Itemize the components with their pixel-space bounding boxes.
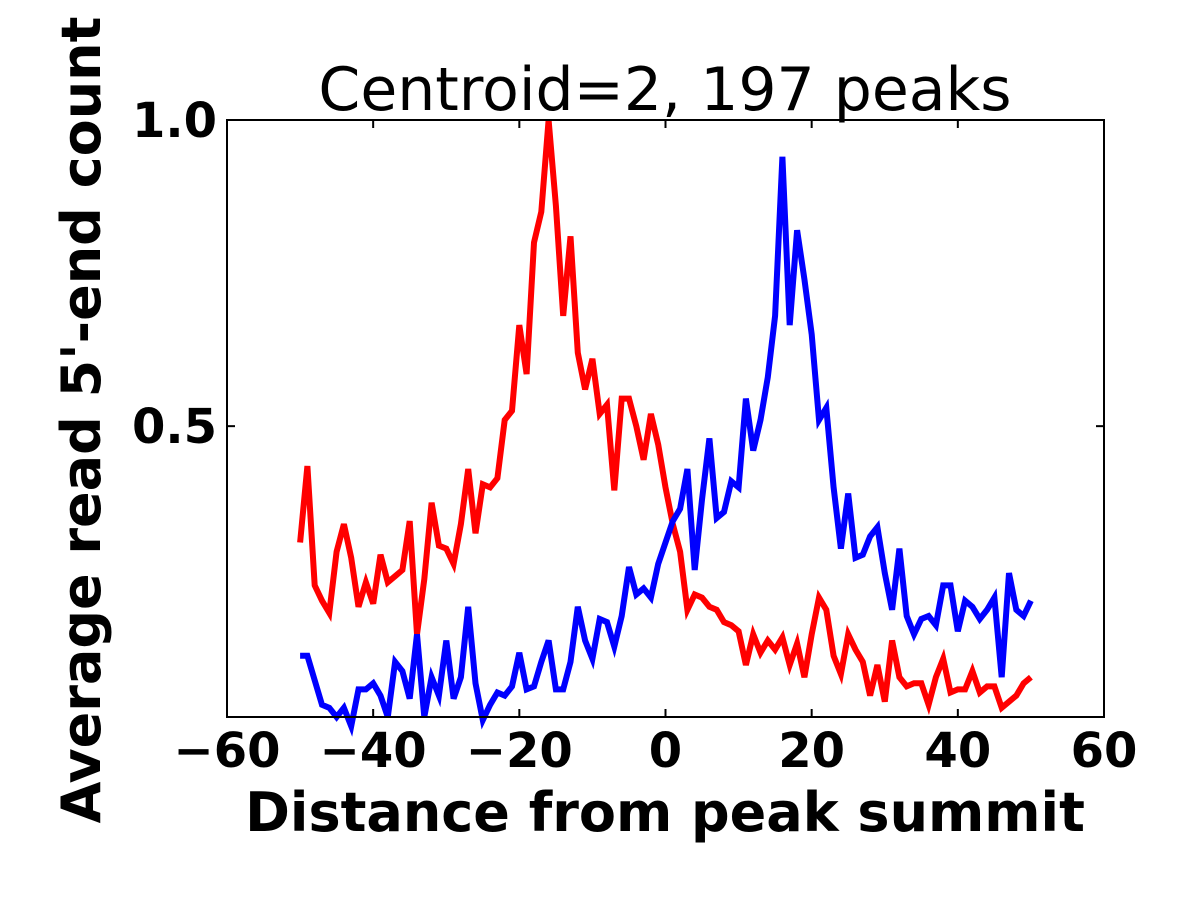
x-tick-label: 20 <box>778 723 845 779</box>
x-tick-label: 60 <box>1071 723 1138 779</box>
x-tick-label: −20 <box>466 723 573 779</box>
x-axis: −60 −40 −20 0 20 40 60 <box>173 120 1137 779</box>
x-tick-label: 40 <box>924 723 991 779</box>
series-line-blue <box>300 156 1034 737</box>
x-tick-label: −60 <box>173 723 280 779</box>
y-axis-label: Average read 5'-end count <box>50 17 113 824</box>
y-axis: 0.5 1.0 <box>132 93 1104 455</box>
series-line-red <box>297 119 1033 716</box>
x-tick-label: 0 <box>649 723 682 779</box>
plot-area <box>297 119 1034 737</box>
y-tick-label: 1.0 <box>132 93 217 149</box>
x-tick-label: −40 <box>320 723 427 779</box>
plot-frame <box>226 119 1105 718</box>
y-tick-label: 0.5 <box>132 399 217 455</box>
x-axis-label: Distance from peak summit <box>245 781 1085 844</box>
chart-title: Centroid=2, 197 peaks <box>318 55 1011 125</box>
